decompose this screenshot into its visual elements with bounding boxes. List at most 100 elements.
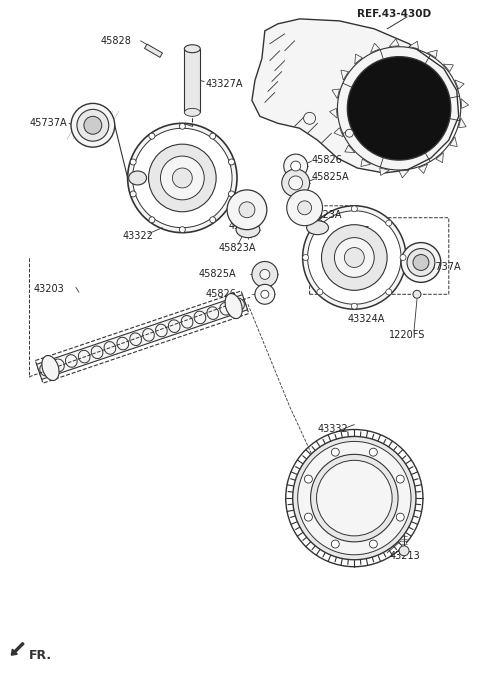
Circle shape: [149, 133, 155, 139]
Text: 45737A: 45737A: [424, 262, 462, 273]
Circle shape: [386, 289, 392, 295]
Text: 45828: 45828: [101, 36, 132, 46]
Text: 1220FS: 1220FS: [389, 330, 425, 340]
Text: 43332: 43332: [318, 423, 348, 433]
Circle shape: [344, 247, 364, 267]
Circle shape: [351, 206, 357, 212]
Circle shape: [302, 206, 406, 309]
Circle shape: [148, 144, 216, 212]
Circle shape: [130, 191, 136, 197]
Circle shape: [304, 513, 312, 521]
Polygon shape: [361, 159, 371, 166]
Circle shape: [399, 546, 409, 556]
Circle shape: [331, 448, 339, 456]
Circle shape: [304, 475, 312, 483]
Text: 43324A: 43324A: [348, 314, 385, 324]
Circle shape: [288, 176, 302, 190]
Polygon shape: [371, 43, 380, 53]
Polygon shape: [345, 145, 355, 153]
Circle shape: [351, 303, 357, 309]
Circle shape: [291, 161, 300, 171]
Circle shape: [348, 56, 451, 160]
Ellipse shape: [236, 222, 260, 238]
Text: 43322: 43322: [123, 231, 154, 240]
Circle shape: [284, 154, 308, 178]
Polygon shape: [334, 128, 343, 137]
Circle shape: [400, 254, 406, 260]
Circle shape: [287, 190, 323, 226]
Circle shape: [370, 540, 377, 548]
Circle shape: [304, 113, 315, 124]
Circle shape: [239, 202, 255, 218]
Polygon shape: [355, 54, 362, 64]
Circle shape: [228, 191, 235, 197]
Text: 45825A: 45825A: [198, 269, 236, 280]
Circle shape: [282, 169, 310, 197]
Polygon shape: [436, 153, 444, 163]
Text: 45737A: 45737A: [29, 118, 67, 128]
Circle shape: [386, 220, 392, 226]
Circle shape: [322, 225, 387, 291]
Circle shape: [71, 104, 115, 147]
Circle shape: [210, 133, 216, 139]
Ellipse shape: [184, 109, 200, 116]
Ellipse shape: [129, 171, 146, 185]
Ellipse shape: [184, 45, 200, 53]
Circle shape: [413, 254, 429, 271]
Polygon shape: [380, 168, 389, 175]
Polygon shape: [459, 118, 466, 128]
Circle shape: [227, 190, 267, 229]
Text: 43213: 43213: [389, 551, 420, 561]
Circle shape: [261, 291, 269, 298]
Text: 43203: 43203: [33, 284, 64, 294]
Circle shape: [160, 156, 204, 200]
Circle shape: [180, 123, 185, 129]
Circle shape: [316, 460, 392, 536]
Ellipse shape: [225, 293, 242, 319]
Circle shape: [293, 436, 416, 560]
Circle shape: [255, 284, 275, 304]
Circle shape: [132, 128, 232, 227]
Polygon shape: [144, 44, 163, 57]
Circle shape: [149, 217, 155, 223]
Circle shape: [331, 540, 339, 548]
Circle shape: [260, 269, 270, 280]
Ellipse shape: [42, 355, 59, 381]
Bar: [184, 49, 200, 113]
Polygon shape: [409, 41, 419, 49]
Text: 45835: 45835: [228, 221, 259, 231]
Polygon shape: [419, 164, 428, 174]
Circle shape: [401, 243, 441, 282]
Polygon shape: [450, 137, 457, 146]
Circle shape: [180, 227, 185, 233]
Polygon shape: [444, 64, 454, 71]
Circle shape: [317, 289, 323, 295]
Text: 45835: 45835: [339, 225, 370, 236]
Polygon shape: [399, 170, 409, 178]
Text: 45826: 45826: [312, 155, 342, 165]
Polygon shape: [36, 295, 248, 379]
Polygon shape: [461, 98, 468, 109]
Circle shape: [172, 168, 192, 188]
Circle shape: [252, 262, 278, 287]
Text: 45823A: 45823A: [305, 210, 342, 220]
Text: 45825A: 45825A: [312, 172, 349, 182]
Circle shape: [413, 291, 421, 298]
Circle shape: [311, 454, 398, 542]
Circle shape: [84, 116, 102, 134]
Polygon shape: [252, 19, 459, 173]
Circle shape: [308, 211, 401, 304]
Circle shape: [130, 159, 136, 165]
Circle shape: [228, 159, 235, 165]
Circle shape: [317, 220, 323, 226]
Circle shape: [128, 123, 237, 233]
FancyArrow shape: [12, 642, 24, 655]
Circle shape: [407, 249, 435, 276]
Polygon shape: [389, 39, 399, 47]
Polygon shape: [455, 80, 464, 89]
Text: FR.: FR.: [29, 649, 52, 662]
Circle shape: [370, 448, 377, 456]
Polygon shape: [330, 109, 337, 118]
Circle shape: [346, 129, 353, 137]
Circle shape: [298, 442, 411, 555]
